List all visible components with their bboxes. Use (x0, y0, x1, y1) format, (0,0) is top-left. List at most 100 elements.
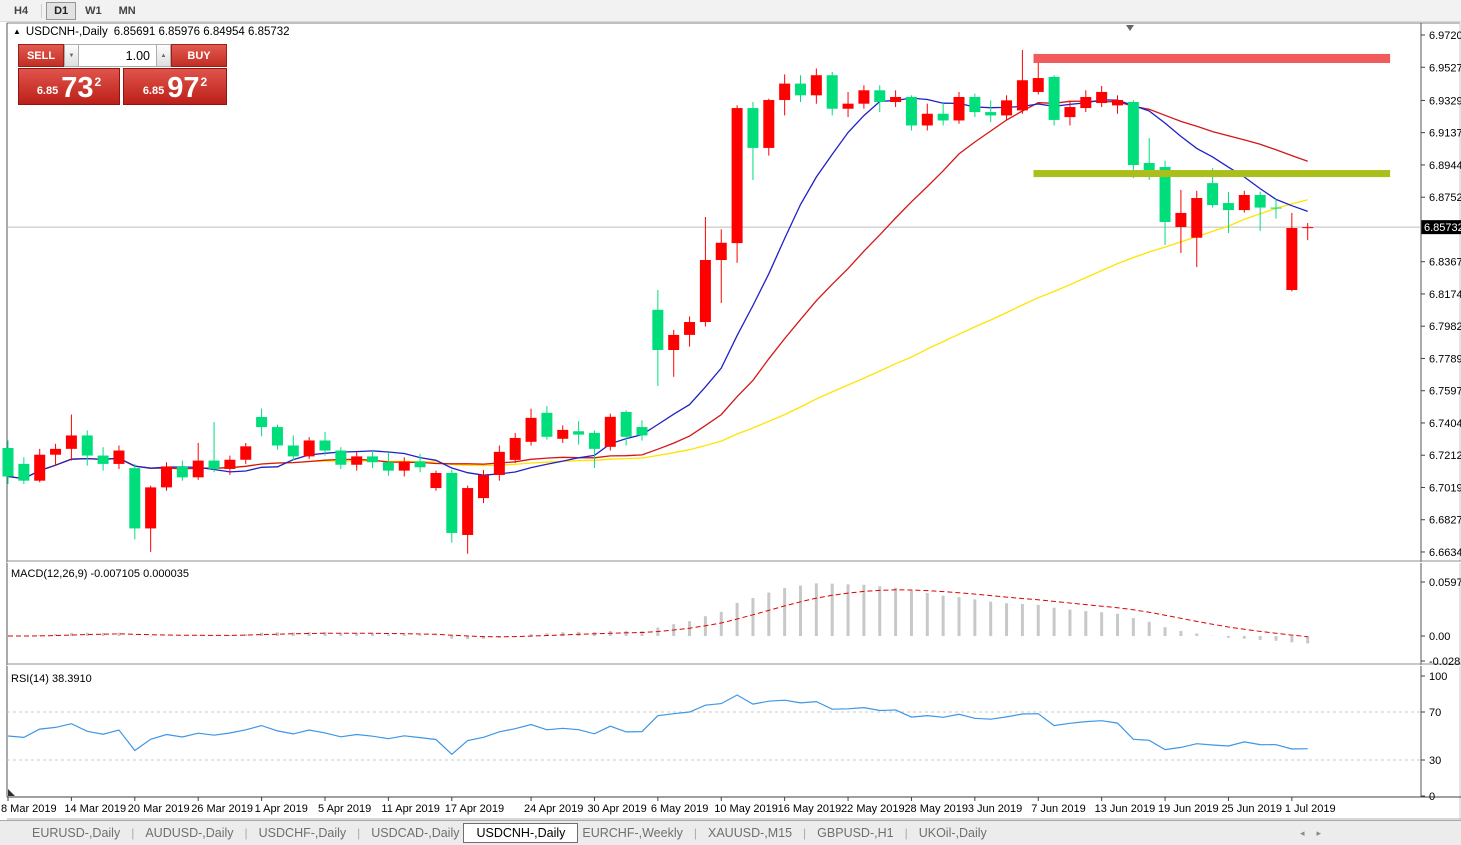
chart-symbol-label: USDCNH-,Daily (25, 26, 108, 38)
tab-usdcnh-daily[interactable]: USDCNH-,Daily (463, 823, 579, 843)
candle-body (335, 450, 347, 465)
candle-body (1238, 195, 1250, 211)
candle-body (779, 83, 791, 101)
candle-body (890, 96, 902, 103)
candle-body (1096, 91, 1108, 104)
volume-increase-button[interactable]: ▲ (156, 44, 171, 67)
chart-tabs: EURUSD-,Daily | AUDUSD-,Daily | USDCHF-,Dail… (28, 823, 991, 843)
price-axis-label: 6.74045 (1429, 418, 1461, 430)
date-axis-label: 19 Jun 2019 (1158, 803, 1219, 815)
candle-body (1016, 80, 1028, 111)
chart-shift-marker-icon (1126, 25, 1134, 31)
candle-body (699, 260, 711, 323)
price-axis-label: 6.75970 (1429, 386, 1461, 398)
tab-separator: | (244, 826, 248, 840)
price-axis-label: 6.81745 (1429, 289, 1461, 301)
candle-body (715, 242, 727, 261)
price-axis-label: 6.83670 (1429, 257, 1461, 269)
sell-price-button[interactable]: 6.85 73 2 (18, 68, 120, 105)
macd-axis-label: 0.059758 (1429, 577, 1461, 589)
chevron-up-icon: ▲ (160, 52, 167, 59)
tab-ukoil-daily[interactable]: UKOil-,Daily (918, 826, 987, 840)
date-axis-label: 24 Apr 2019 (524, 803, 583, 815)
buy-price-button[interactable]: 6.85 97 2 (123, 68, 227, 105)
tab-xauusd-m15[interactable]: XAUUSD-,M15 (708, 826, 793, 840)
tab-separator: | (131, 826, 135, 840)
candle-body (921, 113, 933, 126)
rsi-indicator-label: RSI(14) 38.3910 (11, 673, 92, 685)
date-axis-label: 1 Jul 2019 (1285, 803, 1336, 815)
sell-button[interactable]: SELL (18, 44, 64, 67)
candle-body (1222, 203, 1234, 211)
candle-body (1286, 228, 1298, 291)
candle-body (81, 435, 93, 456)
price-axis-label: 6.77895 (1429, 353, 1461, 365)
timeframe-button-mn[interactable]: MN (118, 4, 136, 17)
price-axis-label: 6.72120 (1429, 450, 1461, 462)
tab-usdcad-daily[interactable]: USDCAD-,Daily (371, 826, 460, 840)
candle-body (1064, 107, 1076, 118)
candle-body (161, 466, 172, 488)
timeframe-button-h4[interactable]: H4 (14, 4, 29, 17)
buy-price-pips: 97 (167, 72, 200, 104)
candle-body (763, 100, 775, 148)
date-axis-label: 10 May 2019 (714, 803, 778, 815)
pane-resize-grip-icon (8, 789, 15, 796)
candle-body (462, 488, 474, 535)
date-axis-label: 7 Jun 2019 (1031, 803, 1085, 815)
candle-body (573, 431, 585, 435)
candle-body (905, 96, 917, 126)
macd-axis-label: 0.00 (1429, 631, 1450, 643)
candle-body (557, 429, 569, 439)
date-axis-label: 17 Apr 2019 (445, 803, 504, 815)
candle-body (113, 450, 125, 464)
candle-body (1143, 163, 1155, 171)
price-axis-label: 6.89445 (1429, 160, 1461, 172)
tab-usdchf-daily[interactable]: USDCHF-,Daily (258, 826, 347, 840)
tab-eurchf-weekly[interactable]: EURCHF-,Weekly (582, 826, 683, 840)
price-axis-label: 6.70195 (1429, 482, 1461, 494)
timeframe-button-d1[interactable]: D1 (46, 1, 77, 20)
candle-body (1270, 207, 1282, 209)
rsi-axis-label: 30 (1429, 755, 1441, 767)
candle-body (192, 460, 204, 478)
tab-scroll-left-icon[interactable]: ◂ (1300, 828, 1305, 838)
timeframe-button-w1[interactable]: W1 (85, 4, 102, 17)
candle-body (953, 96, 965, 121)
candle-body (1080, 96, 1092, 109)
current-price-label: 6.85732 (1424, 222, 1461, 234)
candle-body (1254, 195, 1266, 208)
date-axis-label: 20 Mar 2019 (128, 803, 190, 815)
macd-signal-line (8, 589, 1308, 638)
candle-body (176, 466, 188, 478)
rsi-axis-label: 70 (1429, 707, 1441, 719)
date-axis-label: 1 Apr 2019 (255, 803, 308, 815)
date-axis-label: 25 Jun 2019 (1221, 803, 1282, 815)
candle-body (541, 412, 553, 437)
tab-eurusd-daily[interactable]: EURUSD-,Daily (32, 826, 121, 840)
volume-input[interactable]: 1.00 (79, 44, 156, 67)
candle-body (240, 446, 252, 460)
date-axis-label: 6 May 2019 (651, 803, 708, 815)
date-axis-label: 3 Jun 2019 (968, 803, 1022, 815)
tab-scroll-right-icon[interactable]: ▸ (1316, 828, 1322, 838)
candle-body (1159, 167, 1171, 222)
candle-body (382, 462, 394, 471)
date-axis-label: 22 May 2019 (841, 803, 905, 815)
candle-body (18, 463, 30, 481)
candle-body (969, 96, 981, 113)
candle-body (367, 456, 379, 463)
macd-indicator-label: MACD(12,26,9) -0.007105 0.000035 (11, 568, 189, 580)
price-axis-label: 6.91370 (1429, 128, 1461, 140)
volume-decrease-button[interactable]: ▼ (64, 44, 79, 67)
candle-body (620, 411, 632, 437)
candle-body (493, 451, 505, 475)
collapse-chart-icon[interactable]: ▲ (13, 26, 21, 36)
candle-body (414, 461, 426, 468)
tab-audusd-daily[interactable]: AUDUSD-,Daily (145, 826, 234, 840)
candle-body (287, 445, 299, 457)
tab-gbpusd-h1[interactable]: GBPUSD-,H1 (817, 826, 894, 840)
candle-body (842, 103, 854, 109)
buy-button[interactable]: BUY (171, 44, 227, 67)
